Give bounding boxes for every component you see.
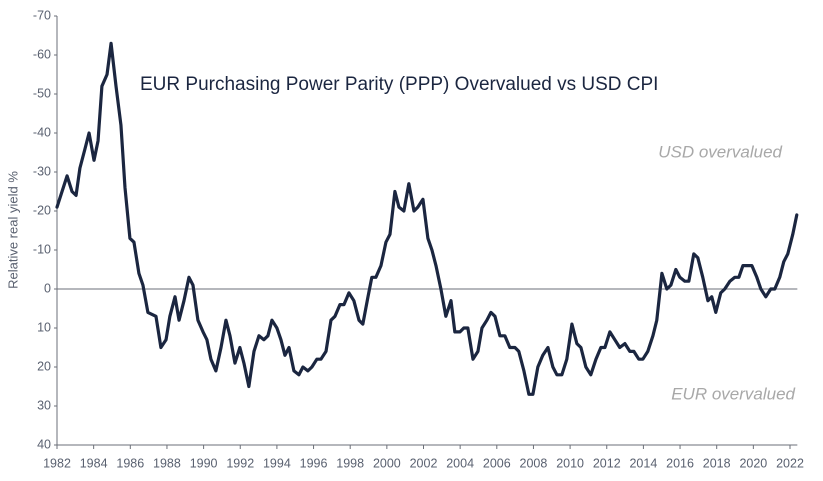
x-tick-label: 1994 (263, 456, 291, 470)
x-tick-label: 1986 (116, 456, 144, 470)
x-tick-label: 2006 (483, 456, 511, 470)
x-tick-label: 2002 (410, 456, 438, 470)
x-tick-label: 2000 (373, 456, 401, 470)
y-tick-label: -40 (33, 125, 51, 139)
x-tick-label: 1988 (153, 456, 181, 470)
data-line (55, 41, 799, 396)
annotation: USD overvalued (658, 142, 782, 161)
annotation: EUR overvalued (671, 384, 795, 403)
x-tick-label: 2014 (629, 456, 657, 470)
x-tick-label: 2018 (703, 456, 731, 470)
y-tick-label: -30 (33, 164, 51, 178)
x-tick-label: 2012 (593, 456, 621, 470)
y-tick-label: -50 (33, 86, 51, 100)
x-tick-label: 1996 (300, 456, 328, 470)
x-tick-label: 1982 (43, 456, 71, 470)
x-tick-label: 1998 (336, 456, 364, 470)
x-tick-label: 2004 (446, 456, 474, 470)
x-tick-label: 2010 (556, 456, 584, 470)
y-tick-label: -10 (33, 242, 51, 256)
y-tick-label: -60 (33, 47, 51, 61)
y-tick-label: -70 (33, 8, 51, 22)
y-tick-label: 0 (44, 281, 51, 295)
x-tick-label: 1990 (190, 456, 218, 470)
y-tick-label: 30 (37, 398, 51, 412)
x-tick-label: 1984 (80, 456, 108, 470)
y-tick-label: -20 (33, 203, 51, 217)
x-tick-label: 2020 (739, 456, 767, 470)
x-tick-label: 1992 (226, 456, 254, 470)
y-axis-label: Relative real yield % (5, 171, 20, 289)
x-tick-label: 2022 (776, 456, 804, 470)
y-tick-label: 10 (37, 320, 51, 334)
x-tick-label: 2016 (666, 456, 694, 470)
y-tick-label: 20 (37, 359, 51, 373)
x-tick-label: 2008 (520, 456, 548, 470)
y-tick-label: 40 (37, 437, 51, 451)
chart-title: EUR Purchasing Power Parity (PPP) Overva… (140, 74, 658, 95)
